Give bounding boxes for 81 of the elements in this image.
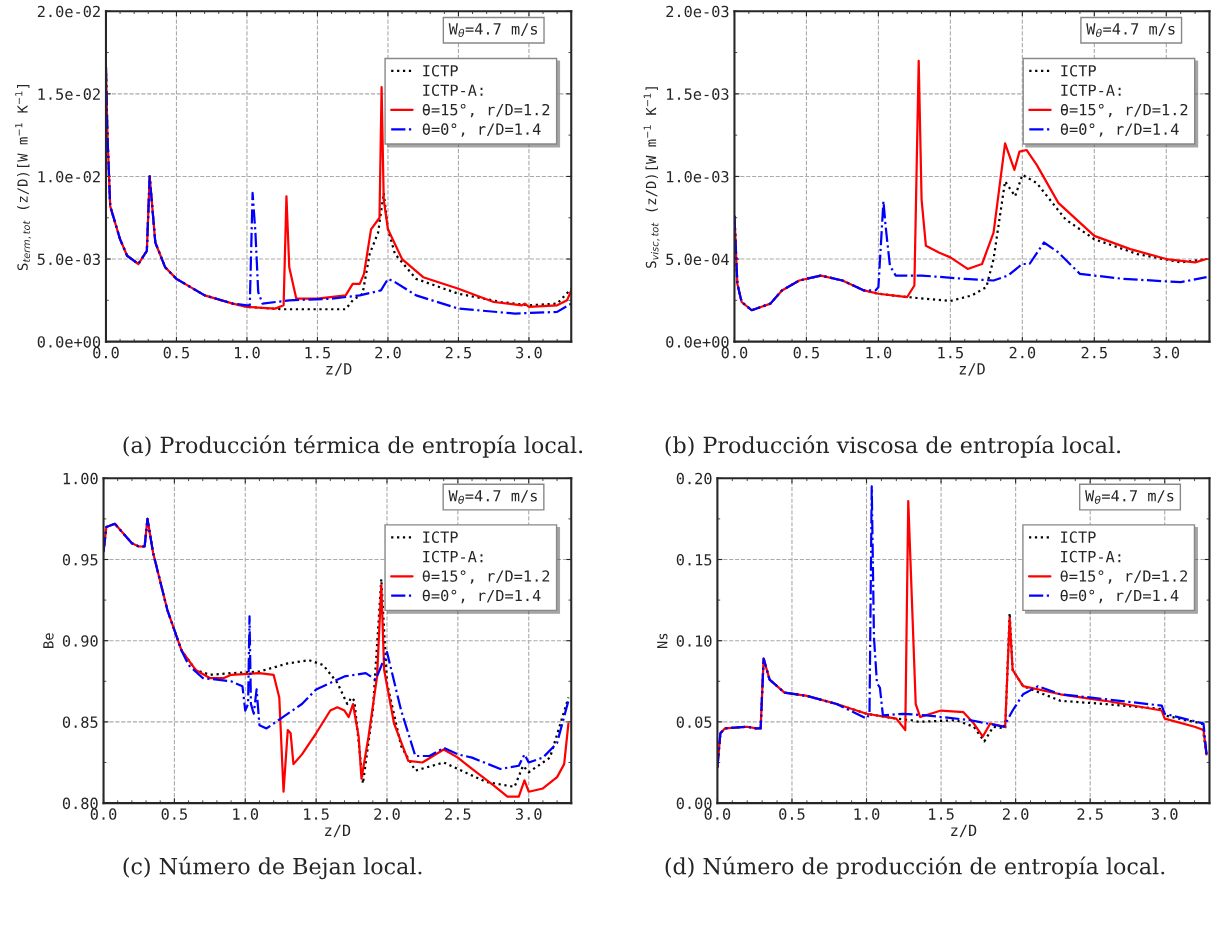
x-tick-label: 0.5: [779, 808, 805, 820]
y-tick-label: 5.0e-04: [666, 253, 729, 266]
y-axis-title: Ns: [657, 633, 668, 649]
y-tick-label: 1.0e-02: [38, 170, 100, 183]
legend-title: ICTP-A:: [1061, 550, 1121, 563]
x-tick-label: 0.0: [704, 808, 731, 820]
x-tick-label: 2.0: [1009, 346, 1036, 359]
y-tick-label: 0.85: [62, 716, 98, 728]
x-axis-title: z/D: [325, 824, 351, 838]
y-tick-label: 0.05: [676, 716, 712, 728]
y-tick-label: 1.0e-03: [667, 170, 729, 183]
x-tick-label: 2.0: [1002, 808, 1029, 820]
x-tick-label: 1.5: [929, 808, 954, 820]
x-tick-label: 0.0: [90, 808, 117, 820]
x-tick-label: 2.5: [1077, 808, 1103, 820]
y-tick-label: 0.20: [676, 472, 712, 485]
y-axis-title: S$_{term,tot}$ (z/D)[W m$^{−1}$ K$^{−1}$]: [15, 85, 32, 271]
x-axis-title: z/D: [326, 363, 352, 376]
x-tick-label: 1.0: [866, 346, 892, 359]
x-tick-label: 3.0: [1153, 346, 1180, 359]
text: (a) Producción térmica de entropía local.: [123, 435, 583, 458]
y-tick-label: 2.0e-02: [37, 5, 100, 18]
x-tick-label: 1.0: [854, 808, 880, 820]
y-tick-label: 5.0e-03: [37, 253, 100, 266]
legend-label: ICTP: [1061, 531, 1096, 543]
x-axis-title: z/D: [951, 824, 977, 838]
y-tick-label: 1.5e-03: [667, 88, 729, 100]
legend-label: ICTP: [423, 64, 458, 77]
y-tick-label: 0.80: [62, 797, 98, 810]
y-tick-label: 2.0e-03: [666, 5, 729, 18]
legend-label: θ=0°, r/D=1.4: [422, 123, 541, 137]
legend-title: ICTP-A:: [423, 550, 483, 563]
x-axis-title: z/D: [959, 363, 985, 376]
annotation: W$_{θ}$=4.7 m/s: [448, 23, 538, 38]
legend-label: θ=0°, r/D=1.4: [1060, 123, 1179, 137]
annotation: W$_{θ}$=4.7 m/s: [448, 490, 537, 504]
legend-label: θ=0°, r/D=1.4: [1060, 589, 1179, 604]
y-tick-label: 1.00: [63, 472, 98, 485]
x-tick-label: 3.0: [1151, 808, 1178, 820]
x-tick-label: 1.5: [305, 347, 331, 359]
y-tick-label: 0.0e+00: [37, 336, 101, 348]
legend-title: ICTP-A:: [423, 84, 483, 96]
x-tick-label: 1.0: [235, 346, 260, 359]
x-tick-label: 1.5: [304, 808, 329, 820]
x-tick-label: 2.5: [445, 346, 472, 359]
x-tick-label: 2.0: [374, 808, 400, 820]
x-tick-label: 0.0: [93, 346, 119, 359]
line-series: [734, 200, 1208, 312]
x-tick-label: 3.0: [515, 808, 542, 820]
x-tick-label: 3.0: [516, 346, 542, 359]
legend-label: θ=0°, r/D=1.4: [422, 589, 541, 604]
text: (b) Producción viscosa de entropía local.: [665, 435, 1121, 458]
y-tick-label: 0.00: [676, 797, 712, 810]
x-tick-label: 2.5: [445, 808, 471, 820]
text: (c) Número de Bejan local.: [123, 856, 422, 880]
legend-title: ICTP-A:: [1061, 84, 1121, 96]
legend-label: ICTP: [1061, 64, 1096, 77]
y-tick-label: 1.5e-02: [38, 88, 100, 100]
y-tick-label: 0.15: [676, 554, 712, 566]
x-tick-label: 1.5: [938, 347, 963, 359]
annotation: W$_{θ}$=4.7 m/s: [1086, 23, 1175, 38]
x-tick-label: 2.5: [1081, 346, 1107, 359]
annotation: W$_{θ}$=4.7 m/s: [1085, 490, 1174, 504]
x-tick-label: 0.5: [161, 808, 187, 820]
x-tick-label: 0.5: [793, 346, 819, 359]
x-tick-label: 0.5: [163, 346, 190, 359]
x-tick-label: 2.0: [375, 346, 401, 359]
y-tick-label: 0.0e+00: [666, 336, 729, 348]
y-tick-label: 0.10: [676, 635, 712, 647]
legend-label: θ=15°, r/D=1.2: [1060, 570, 1188, 584]
legend-label: θ=15°, r/D=1.2: [422, 103, 550, 118]
y-tick-label: 0.95: [62, 554, 98, 566]
y-tick-label: 0.90: [62, 635, 98, 647]
y-axis-title: S$_{visc,tot}$ (z/D)[W m$^{−1}$ K$^{−1}$]: [643, 87, 660, 268]
legend-label: ICTP: [423, 531, 458, 543]
y-axis-title: Be: [43, 633, 54, 648]
legend-label: θ=15°, r/D=1.2: [1060, 103, 1188, 118]
x-tick-label: 1.0: [233, 808, 259, 820]
legend-label: θ=15°, r/D=1.2: [422, 570, 550, 584]
x-tick-label: 0.0: [721, 346, 748, 359]
text: (d) Número de producción de entropía local.: [665, 856, 1165, 879]
